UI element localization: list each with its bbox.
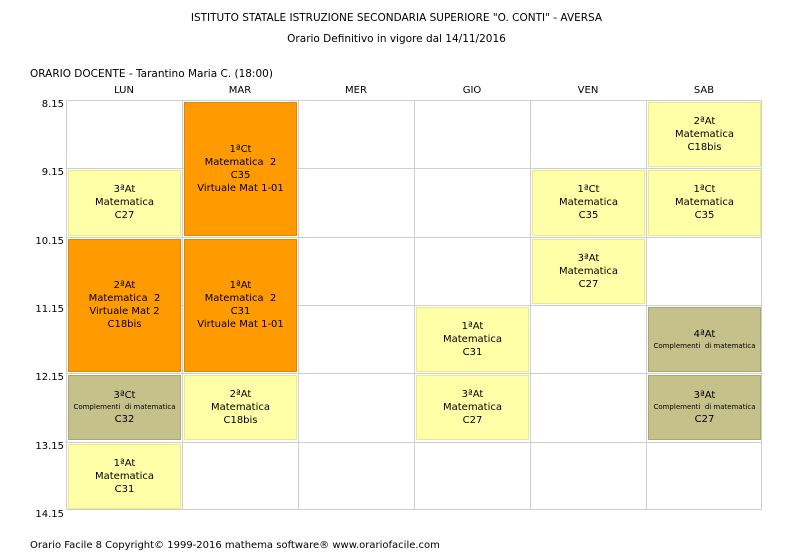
time-label: 11.15: [35, 303, 64, 315]
lesson-detail: Matematica: [442, 334, 503, 346]
lesson-detail: Virtuale Mat 1-01: [197, 319, 284, 331]
lesson-block[interactable]: 1ªAt Matematica C31: [68, 443, 181, 509]
lesson-detail: C31: [462, 347, 483, 359]
lesson-detail: Matematica: [442, 402, 503, 414]
grid-row-line: [66, 373, 762, 375]
lesson-detail: Matematica 2: [204, 293, 277, 305]
lesson-class: 2ªAt: [693, 116, 716, 128]
time-label: 9.15: [41, 167, 64, 179]
lesson-class: 1ªAt: [113, 457, 136, 469]
lesson-detail: Virtuale Mat 2: [89, 306, 160, 318]
lesson-detail: Matematica: [674, 129, 735, 141]
lesson-block[interactable]: 1ªAt Matematica 2 C31 Virtuale Mat 1-01: [184, 238, 297, 373]
lesson-class: 4ªAt: [693, 328, 716, 340]
lesson-class: 1ªCt: [577, 184, 600, 196]
lesson-class: 3ªAt: [461, 389, 484, 401]
school-title: ISTITUTO STATALE ISTRUZIONE SECONDARIA S…: [190, 12, 603, 24]
lesson-block[interactable]: 3ªCt Complementi di matematica C32: [68, 375, 181, 441]
lesson-block[interactable]: 1ªCt Matematica 2 C35 Virtuale Mat 1-01: [184, 102, 297, 236]
lesson-detail: C18bis: [687, 142, 722, 154]
teacher-label: ORARIO DOCENTE - Tarantino Maria C. (18:…: [30, 68, 273, 80]
day-header-lun: LUN: [114, 85, 134, 96]
time-label: 10.15: [35, 235, 64, 247]
day-header-sab: SAB: [693, 85, 715, 96]
time-label: 14.15: [35, 508, 64, 520]
time-label: 12.15: [35, 372, 64, 384]
lesson-detail: Matematica: [674, 197, 735, 209]
lesson-block[interactable]: 3ªAt Matematica C27: [416, 375, 529, 441]
lesson-detail: C32: [114, 414, 135, 426]
lesson-detail: C35: [230, 169, 251, 181]
footer-copyright: Orario Facile 8 Copyright© 1999-2016 mat…: [30, 540, 440, 551]
day-header-gio: GIO: [462, 85, 482, 96]
grid-row-line: [66, 441, 762, 443]
lesson-detail: C27: [114, 210, 135, 222]
lesson-block[interactable]: 3ªAt Matematica C27: [532, 238, 645, 304]
lesson-detail: Matematica: [558, 197, 619, 209]
lesson-block[interactable]: 1ªCt Matematica C35: [532, 170, 645, 236]
lesson-class: 1ªCt: [229, 143, 252, 155]
lesson-detail: C18bis: [107, 319, 142, 331]
lesson-class: 1ªAt: [229, 280, 252, 292]
lesson-detail: Complementi di matematica: [73, 403, 176, 412]
lesson-class: 1ªCt: [693, 184, 716, 196]
lesson-detail: C27: [578, 278, 599, 290]
time-label: 8.15: [41, 99, 64, 110]
lesson-detail: C31: [230, 306, 251, 318]
grid-row-line: [66, 509, 762, 510]
lesson-block[interactable]: 1ªCt Matematica C35: [648, 170, 761, 236]
lesson-detail: C31: [114, 483, 135, 495]
lesson-detail: Matematica: [558, 265, 619, 277]
lesson-detail: Matematica: [94, 197, 155, 209]
lesson-class: 3ªAt: [693, 390, 716, 402]
lesson-class: 2ªAt: [113, 280, 136, 292]
grid-row-line: [66, 168, 762, 170]
lesson-block[interactable]: 3ªAt Complementi di matematica C27: [648, 375, 761, 441]
day-header-mar: MAR: [228, 85, 252, 96]
lesson-class: 3ªCt: [113, 390, 136, 402]
day-header-mer: MER: [345, 85, 367, 96]
lesson-detail: Complementi di matematica: [653, 341, 756, 350]
lesson-detail: Matematica 2: [88, 293, 161, 305]
lesson-block[interactable]: 4ªAt Complementi di matematica: [648, 306, 761, 373]
lesson-detail: C27: [462, 415, 483, 427]
lesson-detail: C27: [694, 414, 715, 426]
lesson-class: 3ªAt: [113, 184, 136, 196]
lesson-block[interactable]: 2ªAt Matematica C18bis: [648, 102, 761, 168]
grid-row-line: [66, 100, 762, 101]
grid-row-line: [66, 236, 762, 238]
lesson-detail: C35: [578, 210, 599, 222]
lesson-block[interactable]: 2ªAt Matematica C18bis: [184, 375, 297, 441]
lesson-detail: Virtuale Mat 1-01: [197, 182, 284, 194]
timetable-grid: 1ªCt Matematica 2 C35 Virtuale Mat 1-01 2ªAt…: [66, 100, 762, 510]
grid-row-line: [66, 304, 762, 306]
lesson-class: 3ªAt: [577, 252, 600, 264]
lesson-class: 2ªAt: [229, 389, 252, 401]
lesson-detail: C18bis: [223, 415, 258, 427]
day-header-ven: VEN: [577, 85, 599, 96]
lesson-detail: Complementi di matematica: [653, 403, 756, 412]
schedule-subtitle: Orario Definitivo in vigore dal 14/11/20…: [287, 33, 506, 45]
lesson-detail: C35: [694, 210, 715, 222]
lesson-block[interactable]: 2ªAt Matematica 2 Virtuale Mat 2 C18bis: [68, 238, 181, 373]
lesson-block[interactable]: 1ªAt Matematica C31: [416, 306, 529, 373]
lesson-detail: Matematica: [94, 470, 155, 482]
lesson-detail: Matematica 2: [204, 156, 277, 168]
lesson-detail: Matematica: [210, 402, 271, 414]
lesson-class: 1ªAt: [461, 321, 484, 333]
lesson-block[interactable]: 3ªAt Matematica C27: [68, 170, 181, 236]
time-label: 13.15: [35, 440, 64, 452]
